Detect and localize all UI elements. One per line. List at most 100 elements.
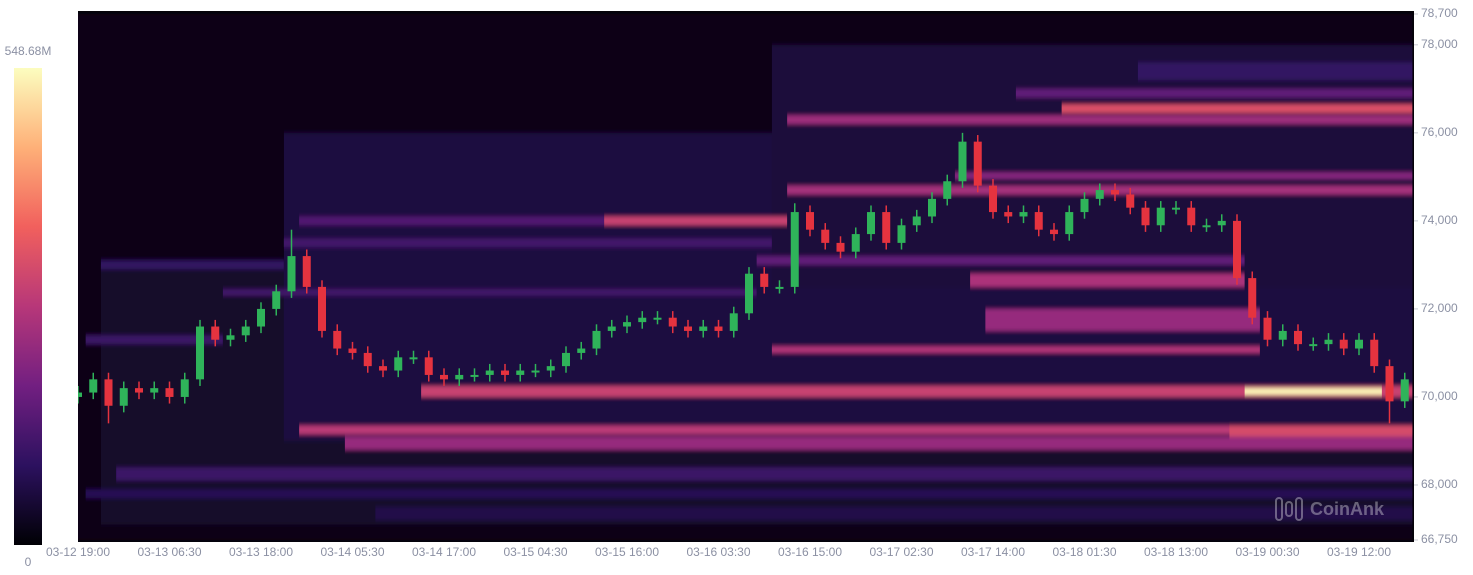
heat-band xyxy=(100,260,284,270)
candle-body xyxy=(882,212,891,243)
candle-body xyxy=(78,392,82,397)
candle-body xyxy=(699,326,708,331)
candle-body xyxy=(989,185,997,213)
heat-band xyxy=(985,308,1260,331)
heat-band xyxy=(85,335,223,345)
heat-band xyxy=(1137,62,1413,81)
candle-body xyxy=(272,291,281,309)
candle-body xyxy=(928,198,936,217)
candle-body xyxy=(790,212,799,287)
candle-body xyxy=(623,322,631,327)
candle-body xyxy=(196,326,204,380)
heat-band xyxy=(970,273,1245,287)
candle-body xyxy=(1050,229,1058,235)
heat-band xyxy=(421,385,1413,397)
candle-body xyxy=(958,141,967,182)
candle-body xyxy=(1309,344,1318,347)
heat-band xyxy=(283,238,772,248)
candle-body xyxy=(943,181,952,199)
candles xyxy=(78,132,1409,424)
candle-body xyxy=(1172,207,1180,210)
heat-band xyxy=(299,216,605,226)
candle-body xyxy=(760,273,769,287)
y-tick-label: 70,000 xyxy=(1421,389,1458,403)
candle-body xyxy=(714,326,723,331)
heat-band xyxy=(604,216,788,226)
candle-body xyxy=(241,326,250,336)
candle-body xyxy=(592,330,601,349)
candle-body xyxy=(1370,339,1379,367)
y-tick-label: 78,700 xyxy=(1421,6,1458,20)
candle-body xyxy=(653,317,662,320)
candle-body xyxy=(226,335,235,340)
x-tick-label: 03-15 04:30 xyxy=(503,545,567,559)
x-tick-label: 03-13 06:30 xyxy=(137,545,201,559)
candle-body xyxy=(119,388,128,406)
candle-body xyxy=(1187,207,1196,226)
candle-body xyxy=(1004,212,1013,217)
candle-body xyxy=(806,212,814,230)
x-tick-label: 03-13 18:00 xyxy=(229,545,293,559)
y-tick-label: 76,000 xyxy=(1421,125,1458,139)
x-tick-label: 03-19 00:30 xyxy=(1235,545,1299,559)
candle-body xyxy=(455,374,464,380)
candle-body xyxy=(1324,339,1333,345)
candle-body xyxy=(135,388,143,393)
candle-body xyxy=(577,348,586,353)
candle-body xyxy=(1248,278,1257,318)
candle-body xyxy=(424,357,433,375)
candle-body xyxy=(745,273,753,314)
candle-body xyxy=(775,286,784,289)
candle-body xyxy=(1065,212,1074,235)
candle-body xyxy=(1126,194,1135,208)
y-tick-label: 78,000 xyxy=(1421,37,1458,51)
candle-body xyxy=(104,379,113,406)
x-tick-label: 03-16 15:00 xyxy=(778,545,842,559)
heat-band xyxy=(85,489,1413,499)
y-tick-label: 74,000 xyxy=(1421,213,1458,227)
candle-body xyxy=(531,370,540,373)
candle-body xyxy=(836,242,845,252)
heatmap xyxy=(78,14,1413,540)
candle-body xyxy=(302,256,311,287)
candle-body xyxy=(851,234,860,252)
x-tick-label: 03-15 16:00 xyxy=(595,545,659,559)
colorbar-label: 548.68M xyxy=(5,44,52,58)
axes: 548.68M 0 66,750 68,000 70,000 72,000 74,000 76… xyxy=(5,6,1458,569)
candle-body xyxy=(973,141,982,186)
candle-body xyxy=(501,370,509,375)
x-tick-label: 03-18 01:30 xyxy=(1052,545,1116,559)
candle-body xyxy=(1095,190,1104,199)
candle-body xyxy=(912,216,921,226)
candle-body xyxy=(333,330,342,349)
candle-body xyxy=(562,352,570,367)
x-tick-label: 03-12 19:00 xyxy=(46,545,110,559)
candle-body xyxy=(485,370,494,375)
candle-body xyxy=(821,229,830,243)
candle-body xyxy=(1156,207,1165,226)
candle-body xyxy=(257,308,265,327)
candle-body xyxy=(318,286,326,331)
candle-body xyxy=(1019,212,1028,217)
heat-band xyxy=(375,506,1413,521)
candle-body xyxy=(668,317,677,327)
candle-body xyxy=(516,370,525,375)
x-tick-label: 03-16 03:30 xyxy=(686,545,750,559)
heat-band xyxy=(1061,104,1413,114)
candle-body xyxy=(1278,330,1287,340)
candle-body xyxy=(1080,198,1089,213)
candle-body xyxy=(1400,379,1409,402)
heat-band xyxy=(1015,88,1413,98)
heat-band xyxy=(116,467,1413,481)
candle-body xyxy=(440,374,448,380)
x-tick-label: 03-14 05:30 xyxy=(320,545,384,559)
candle-body xyxy=(180,379,189,397)
candle-body xyxy=(379,366,387,371)
candle-body xyxy=(1217,220,1226,226)
heat-band xyxy=(954,172,1413,180)
y-tick-label: 68,000 xyxy=(1421,477,1458,491)
watermark-text: CoinAnk xyxy=(1310,499,1385,519)
candle-body xyxy=(89,379,98,393)
candle-body xyxy=(638,317,647,323)
heat-band xyxy=(771,346,1260,353)
